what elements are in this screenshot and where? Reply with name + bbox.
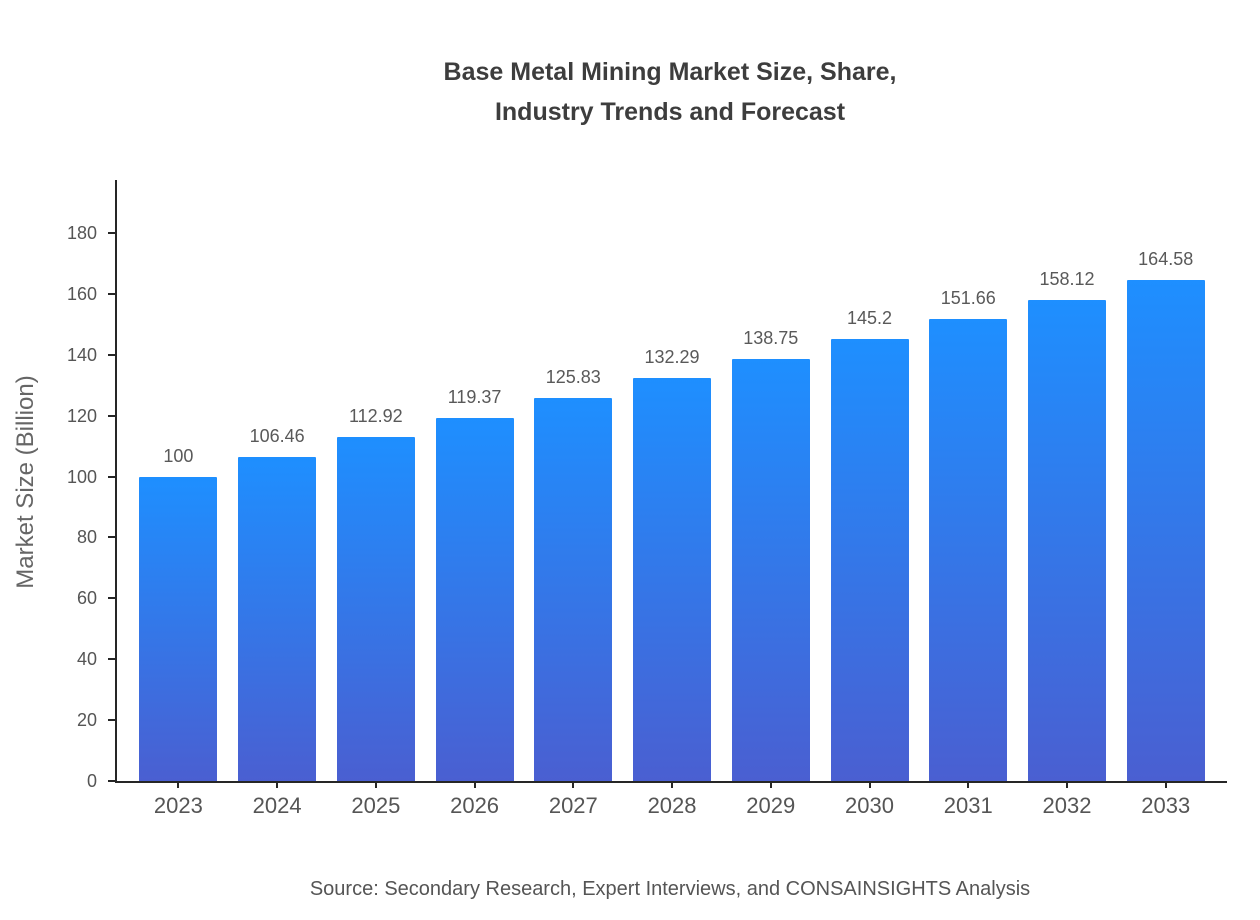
y-tick-label: 160 xyxy=(66,283,97,304)
bar-value-label: 138.75 xyxy=(743,328,799,348)
bar-group: 145.2 2030 xyxy=(820,180,919,818)
bar-group: 106.46 2024 xyxy=(228,180,327,818)
x-tick-label: 2023 xyxy=(153,793,203,818)
bar-group: 138.75 2029 xyxy=(721,180,820,818)
bar-group: 164.58 2033 xyxy=(1116,180,1215,818)
bar xyxy=(633,378,712,781)
x-tick-mark xyxy=(177,781,180,788)
bar-group: 112.92 2025 xyxy=(326,180,425,818)
x-tick-label: 2033 xyxy=(1141,793,1191,818)
bar-value-label: 164.58 xyxy=(1138,249,1194,269)
bar-group: 125.83 2027 xyxy=(524,180,623,818)
bar xyxy=(830,339,909,781)
y-tick-mark xyxy=(108,475,115,478)
x-tick-mark xyxy=(374,781,377,788)
bar-group: 119.37 2026 xyxy=(425,180,524,818)
bar-group: 132.29 2028 xyxy=(623,180,722,818)
chart-title-line1: Base Metal Mining Market Size, Share, xyxy=(443,58,897,86)
x-tick-label: 2028 xyxy=(647,793,697,818)
y-tick-mark xyxy=(108,414,115,417)
x-tick-label: 2032 xyxy=(1042,793,1092,818)
y-tick-label: 80 xyxy=(76,527,97,548)
bar xyxy=(238,457,317,781)
bars-row: 100 2023 106.46 2024 112.92 2025 119.37 2026 125… xyxy=(117,180,1227,818)
y-tick-mark xyxy=(108,597,115,600)
y-tick-label: 60 xyxy=(76,588,97,609)
bar xyxy=(139,477,218,781)
bar-value-label: 132.29 xyxy=(644,347,700,367)
x-tick-mark xyxy=(769,781,772,788)
x-tick-label: 2027 xyxy=(548,793,598,818)
bar-value-label: 151.66 xyxy=(940,288,996,308)
bar-value-label: 145.2 xyxy=(846,308,893,328)
plot-area: 100 2023 106.46 2024 112.92 2025 119.37 2026 125… xyxy=(67,180,1227,818)
x-tick-label: 2031 xyxy=(943,793,993,818)
y-tick-mark xyxy=(108,292,115,295)
y-tick-mark xyxy=(108,536,115,539)
bar-group: 151.66 2031 xyxy=(919,180,1018,818)
y-tick-label: 180 xyxy=(66,223,97,243)
y-tick-label: 140 xyxy=(66,344,97,365)
y-tick-label: 100 xyxy=(66,466,97,487)
y-tick-mark xyxy=(108,658,115,661)
bar-value-label: 158.12 xyxy=(1039,269,1095,289)
y-tick-label: 40 xyxy=(76,649,97,670)
y-tick-mark xyxy=(108,780,115,782)
bar xyxy=(435,418,514,781)
chart-title-line2: Industry Trends and Forecast xyxy=(494,98,846,126)
x-tick-label: 2029 xyxy=(746,793,796,818)
bar xyxy=(534,398,613,781)
y-tick-mark xyxy=(108,232,115,234)
bar-value-label: 125.83 xyxy=(545,367,601,387)
source-caption: Source: Secondary Research, Expert Inter… xyxy=(309,878,1031,900)
x-tick-mark xyxy=(671,781,674,788)
x-tick-label: 2024 xyxy=(252,793,302,818)
x-tick-mark xyxy=(1065,781,1068,788)
x-tick-mark xyxy=(967,781,970,788)
bar xyxy=(1027,300,1106,781)
y-tick-mark xyxy=(108,719,115,722)
x-tick-mark xyxy=(572,781,575,788)
chart-title: Base Metal Mining Market Size, Share, In… xyxy=(115,52,1225,132)
bar xyxy=(1126,280,1205,781)
x-tick-label: 2026 xyxy=(450,793,500,818)
bar-value-label: 100 xyxy=(163,446,194,466)
x-tick-label: 2030 xyxy=(845,793,894,818)
bar xyxy=(929,319,1008,781)
x-tick-label: 2025 xyxy=(351,793,401,818)
bar-group: 158.12 2032 xyxy=(1018,180,1117,818)
x-tick-mark xyxy=(1164,781,1167,788)
bar xyxy=(336,437,415,781)
y-tick-label: 20 xyxy=(76,710,97,731)
y-tick-label: 0 xyxy=(86,771,97,791)
bar-group: 100 2023 xyxy=(129,180,228,818)
y-tick-mark xyxy=(108,353,115,356)
x-tick-mark xyxy=(473,781,476,788)
bar-value-label: 119.37 xyxy=(447,387,502,407)
x-tick-mark xyxy=(868,781,871,788)
bar-value-label: 106.46 xyxy=(249,426,305,446)
bar xyxy=(731,359,810,781)
bar-value-label: 112.92 xyxy=(348,406,403,426)
x-tick-mark xyxy=(276,781,279,788)
y-tick-label: 120 xyxy=(66,405,97,426)
